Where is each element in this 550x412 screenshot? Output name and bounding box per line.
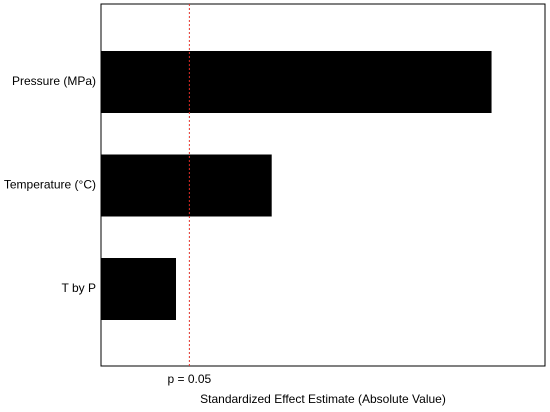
y-tick-label: Temperature (°C) xyxy=(4,178,96,192)
reference-label: p = 0.05 xyxy=(168,372,212,386)
bar xyxy=(101,154,272,217)
y-tick-label: T by P xyxy=(62,281,96,295)
bar xyxy=(101,51,492,113)
x-axis-title: Standardized Effect Estimate (Absolute V… xyxy=(200,392,446,406)
y-tick-label: Pressure (MPa) xyxy=(12,74,96,88)
bar xyxy=(101,258,177,320)
